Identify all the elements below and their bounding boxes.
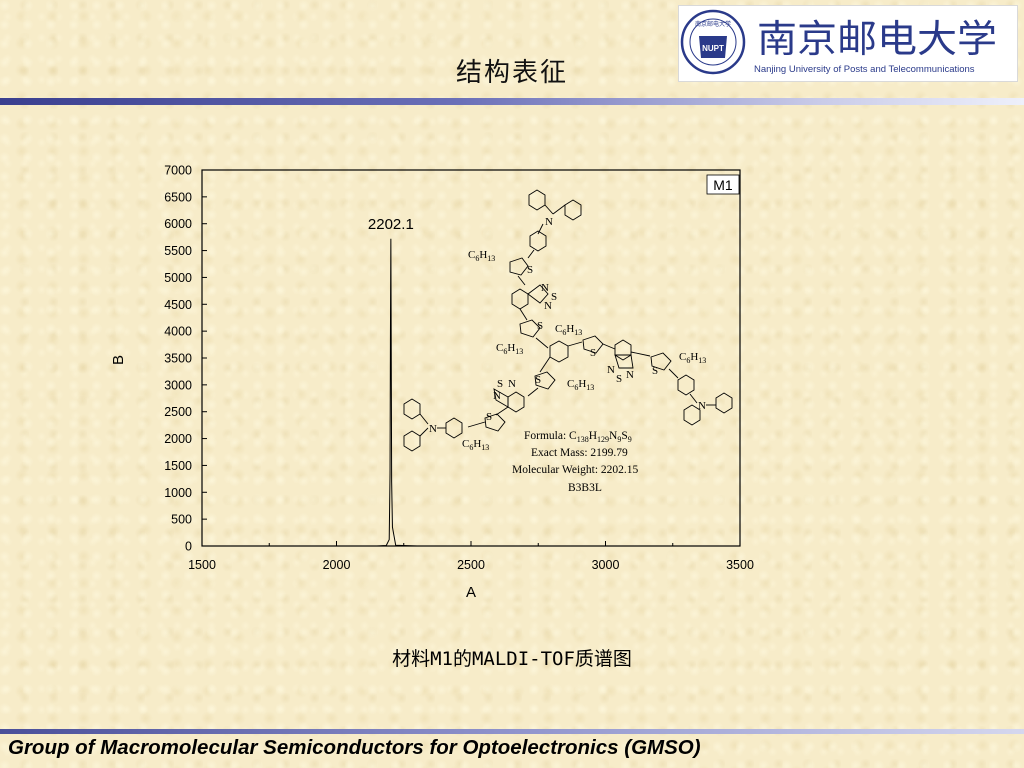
- nitrogen-label: N: [429, 423, 437, 435]
- x-tick-label: 3500: [726, 558, 754, 572]
- y-axis-label: B: [110, 355, 127, 365]
- y-axis-ticks: 0 500 1000 1500 2000 2500 3000 3500 4000 4500 5000…: [164, 164, 207, 554]
- compound-code: B3B3L: [568, 482, 602, 494]
- btd-atom-label: N: [607, 364, 615, 376]
- peak-label: 2202.1: [368, 216, 414, 233]
- y-tick-label: 5000: [164, 271, 192, 285]
- sulfur-label: S: [537, 320, 543, 332]
- sulfur-label: S: [527, 264, 533, 276]
- footer-rule: [0, 729, 1024, 734]
- sulfur-label: S: [486, 411, 492, 423]
- sulfur-label: S: [590, 347, 596, 359]
- legend: M1: [706, 174, 740, 195]
- y-tick-label: 7000: [164, 164, 192, 178]
- page-title: 结构表征: [455, 58, 568, 88]
- carbazole-top: [528, 189, 582, 221]
- x-tick-label: 2000: [323, 558, 351, 572]
- seal-icon: 南京邮电大学 NUPT: [680, 9, 746, 75]
- phenyl-top: [529, 230, 547, 252]
- molecular-weight-text: Molecular Weight: 2202.15: [512, 464, 639, 476]
- formula-text: Formula: C138H129N9S9: [524, 430, 632, 444]
- thiophene-top-2: [519, 319, 541, 338]
- exact-mass-text: Exact Mass: 2199.79: [531, 447, 628, 459]
- y-tick-label: 3000: [164, 378, 192, 392]
- hexyl-label: C6H13: [462, 438, 489, 452]
- y-tick-label: 5500: [164, 244, 192, 258]
- y-tick-label: 4000: [164, 325, 192, 339]
- plot-area: [201, 169, 741, 547]
- university-logo-graphic: 南京邮电大学 NUPT 南京邮电大学: [680, 9, 997, 75]
- phenyl-right: [677, 374, 695, 396]
- y-tick-label: 3500: [164, 352, 192, 366]
- x-tick-label: 3000: [592, 558, 620, 572]
- university-logo: 南京邮电大学 NUPT 南京邮电大学 Nanjing University of…: [678, 5, 1018, 82]
- carbazole-right: [683, 392, 733, 426]
- phenyl-left: [445, 417, 463, 439]
- figure-caption: 材料M1的MALDI-TOF质谱图: [392, 648, 632, 670]
- nitrogen-label: N: [545, 216, 553, 228]
- btd-top: [511, 288, 529, 310]
- hexyl-label: C6H13: [555, 323, 582, 337]
- x-tick-label: 2500: [457, 558, 485, 572]
- university-name-cn: 南京邮电大学: [757, 19, 997, 61]
- y-tick-label: 2500: [164, 405, 192, 419]
- thiophene-left: [534, 371, 556, 390]
- y-tick-label: 6000: [164, 217, 192, 231]
- y-tick-label: 2000: [164, 432, 192, 446]
- x-axis-ticks: 1500 2000 2500 3000 3500: [188, 541, 754, 572]
- seal-letters: NUPT: [702, 44, 724, 53]
- footer-text: Group of Macromolecular Semiconductors f…: [8, 736, 701, 759]
- thiophene-top: [509, 257, 529, 276]
- x-axis-label: A: [466, 584, 476, 601]
- sulfur-label: S: [535, 374, 541, 386]
- hexyl-label: C6H13: [468, 249, 495, 263]
- seal-ring-text: 南京邮电大学: [695, 20, 731, 28]
- molecule-structure-inset: N N N S S S S S S N S N N S N S N N C6H1…: [403, 189, 733, 494]
- thiophene-right: [582, 335, 604, 354]
- university-name-en: Nanjing University of Posts and Telecomm…: [754, 64, 975, 75]
- btd-atom-label: N: [541, 282, 549, 294]
- central-benzene: [549, 340, 569, 363]
- hexyl-label: C6H13: [496, 342, 523, 356]
- legend-entry: M1: [713, 177, 733, 193]
- y-tick-label: 500: [171, 513, 192, 527]
- y-tick-label: 6500: [164, 190, 192, 204]
- btd-atom-label: S: [616, 373, 622, 385]
- btd-left: [507, 391, 525, 413]
- thiophene-right-2: [650, 352, 672, 371]
- y-tick-label: 4500: [164, 298, 192, 312]
- thiophene-left-2: [484, 413, 506, 432]
- btd-atom-label: S: [551, 291, 557, 303]
- btd-atom-label: S: [497, 378, 503, 390]
- y-tick-label: 1000: [164, 486, 192, 500]
- y-tick-label: 1500: [164, 459, 192, 473]
- nitrogen-label: N: [698, 400, 706, 412]
- hexyl-label: C6H13: [567, 378, 594, 392]
- btd-right: [614, 339, 632, 361]
- hexyl-label: C6H13: [679, 351, 706, 365]
- series-line-m1: [202, 238, 740, 547]
- y-tick-label: 0: [185, 540, 192, 554]
- btd-atom-label: N: [544, 300, 552, 312]
- x-tick-label: 1500: [188, 558, 216, 572]
- btd-atom-label: N: [493, 390, 501, 402]
- carbazole-left: [403, 398, 429, 452]
- btd-atom-label: N: [626, 369, 634, 381]
- sulfur-label: S: [652, 365, 658, 377]
- legend-box: [706, 174, 740, 195]
- btd-atom-label: N: [508, 378, 516, 390]
- header-rule: [0, 98, 1024, 105]
